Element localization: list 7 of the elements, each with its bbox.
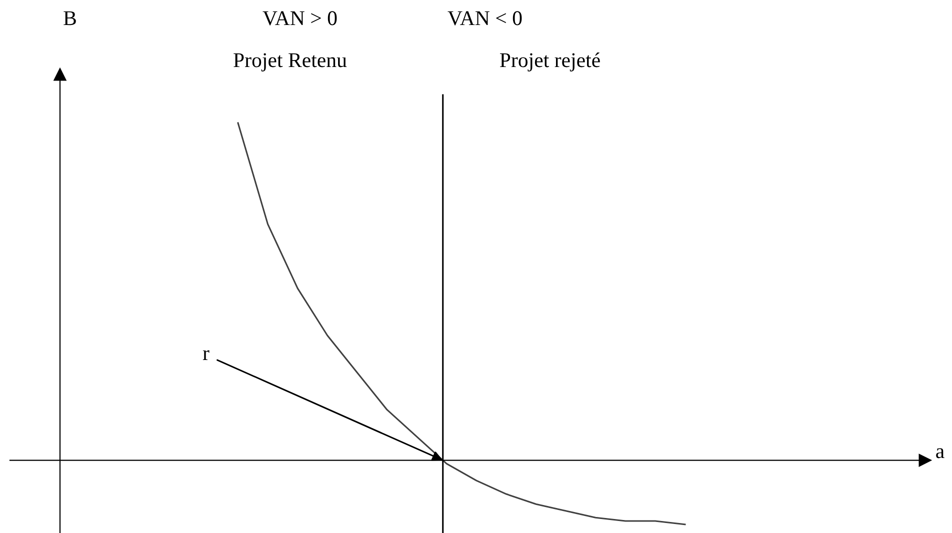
- text: VAN > 0: [262, 11, 337, 26]
- text: r: [202, 350, 210, 360]
- text: a: [936, 448, 944, 458]
- text: B: [64, 11, 76, 26]
- text: Projet rejeté: [500, 52, 600, 72]
- text: VAN < 0: [448, 11, 522, 26]
- text: Projet Retenu: [234, 53, 347, 72]
